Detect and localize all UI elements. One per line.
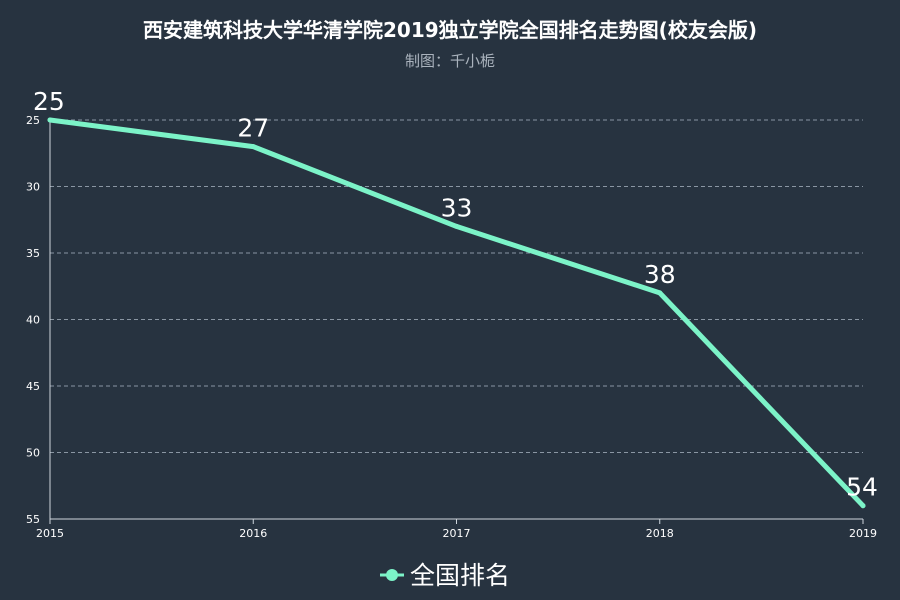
x-tick-label: 2019 xyxy=(849,527,877,540)
data-point xyxy=(860,503,866,509)
y-tick-label: 50 xyxy=(26,447,40,460)
chart-title: 西安建筑科技大学华清学院2019独立学院全国排名走势图(校友会版) xyxy=(143,18,757,42)
data-label: 33 xyxy=(441,193,473,222)
data-point xyxy=(657,290,663,296)
legend-item-label: 全国排名 xyxy=(410,561,510,590)
y-tick-label: 30 xyxy=(26,181,40,194)
data-point xyxy=(47,117,53,123)
data-label: 27 xyxy=(237,114,269,143)
chart-subtitle: 制图：千小栀 xyxy=(404,52,495,70)
x-tick-label: 2018 xyxy=(646,527,674,540)
y-tick-label: 40 xyxy=(26,314,40,327)
x-tick-label: 2016 xyxy=(239,527,267,540)
data-point xyxy=(250,144,256,150)
y-tick-label: 25 xyxy=(26,114,40,127)
data-label: 54 xyxy=(846,473,878,502)
y-tick-label: 35 xyxy=(26,247,40,260)
y-tick-label: 45 xyxy=(26,380,40,393)
x-tick-label: 2015 xyxy=(36,527,64,540)
data-label: 38 xyxy=(644,260,676,289)
y-tick-label: 55 xyxy=(26,513,40,526)
series-line-quanguo-paiming xyxy=(47,117,866,509)
data-label: 25 xyxy=(33,87,65,116)
x-tick-label: 2017 xyxy=(443,527,471,540)
data-point xyxy=(454,223,459,229)
legend-marker-icon xyxy=(386,569,398,581)
